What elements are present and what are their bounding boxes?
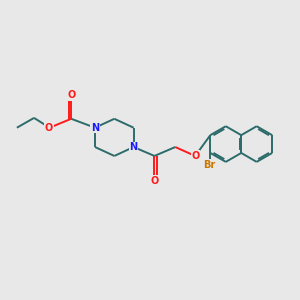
Text: O: O: [150, 176, 159, 186]
Text: O: O: [45, 123, 53, 133]
Text: O: O: [67, 90, 75, 100]
Text: O: O: [191, 151, 199, 161]
Text: Br: Br: [203, 160, 215, 170]
Text: N: N: [91, 123, 99, 133]
Text: N: N: [130, 142, 138, 152]
